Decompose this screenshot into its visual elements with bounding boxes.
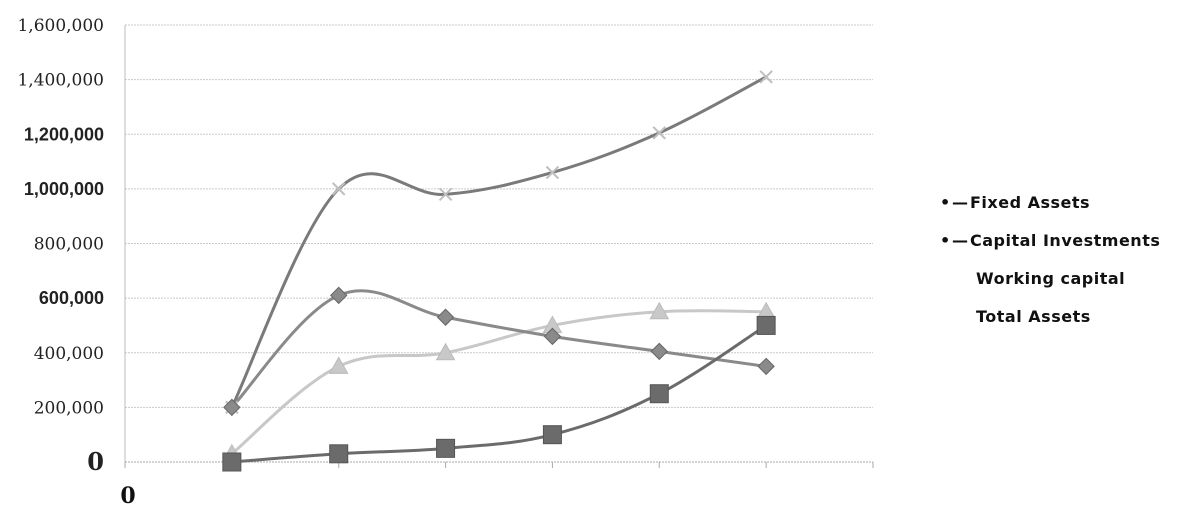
gridlines	[125, 24, 873, 408]
data-point	[649, 384, 669, 404]
legend-dash: —	[952, 231, 968, 250]
data-point	[759, 70, 773, 84]
data-point	[438, 187, 453, 202]
legend-entry: Working capital	[976, 269, 1125, 288]
legend-bullet: •	[940, 193, 950, 212]
data-point-stroke	[332, 182, 346, 196]
data-point	[756, 315, 776, 335]
y-tick-label: 400,000	[34, 344, 104, 364]
legend-label: Capital Investments	[970, 231, 1160, 250]
data-point	[435, 342, 456, 361]
data-point	[223, 398, 241, 417]
series-line	[230, 289, 767, 409]
y-tick-label: 600,000	[39, 288, 104, 308]
data-point	[332, 182, 346, 196]
y-tick-label: 1,400,000	[17, 71, 104, 91]
data-point	[543, 327, 562, 346]
y-tick-label: 1,200,000	[24, 124, 104, 144]
y-tick-labels: 0 200,000 400,000 600,000 800,000 1,000,000 1,…	[17, 16, 104, 476]
y-tick-label: 200,000	[34, 398, 104, 418]
data-point	[757, 357, 775, 376]
data-point	[222, 452, 242, 472]
data-point	[330, 286, 348, 305]
data-point	[542, 425, 562, 445]
data-point-stroke	[438, 187, 453, 202]
legend-entry: Total Assets	[976, 307, 1091, 326]
y-tick-label: 0	[87, 447, 104, 476]
legend: • — Fixed Assets• — Capital InvestmentsWorki…	[940, 193, 1160, 326]
series-line	[230, 309, 767, 455]
data-point-stroke	[652, 126, 666, 140]
data-point	[436, 308, 455, 326]
series-markers	[222, 70, 776, 472]
data-point	[652, 126, 666, 140]
data-point	[545, 165, 560, 180]
data-point	[436, 438, 456, 458]
data-point	[649, 301, 670, 320]
legend-label: Working capital	[976, 269, 1125, 288]
data-point-stroke	[759, 70, 773, 84]
legend-bullet: •	[940, 231, 950, 250]
legend-dash: —	[952, 193, 968, 212]
y-tick-label: 1,000,000	[24, 179, 104, 199]
legend-label: Total Assets	[976, 307, 1091, 326]
x-origin-label: 0	[120, 483, 135, 509]
legend-label: Fixed Assets	[970, 193, 1090, 212]
series-line	[230, 75, 767, 409]
y-tick-label: 800,000	[34, 235, 104, 255]
legend-entry: • — Capital Investments	[940, 231, 1160, 250]
data-point	[328, 356, 349, 374]
data-point	[329, 444, 349, 464]
y-tick-label: 1,600,000	[17, 16, 104, 36]
data-point-stroke	[545, 165, 560, 180]
series-line	[231, 324, 767, 464]
data-point	[650, 342, 668, 361]
legend-entry: • — Fixed Assets	[940, 193, 1090, 212]
